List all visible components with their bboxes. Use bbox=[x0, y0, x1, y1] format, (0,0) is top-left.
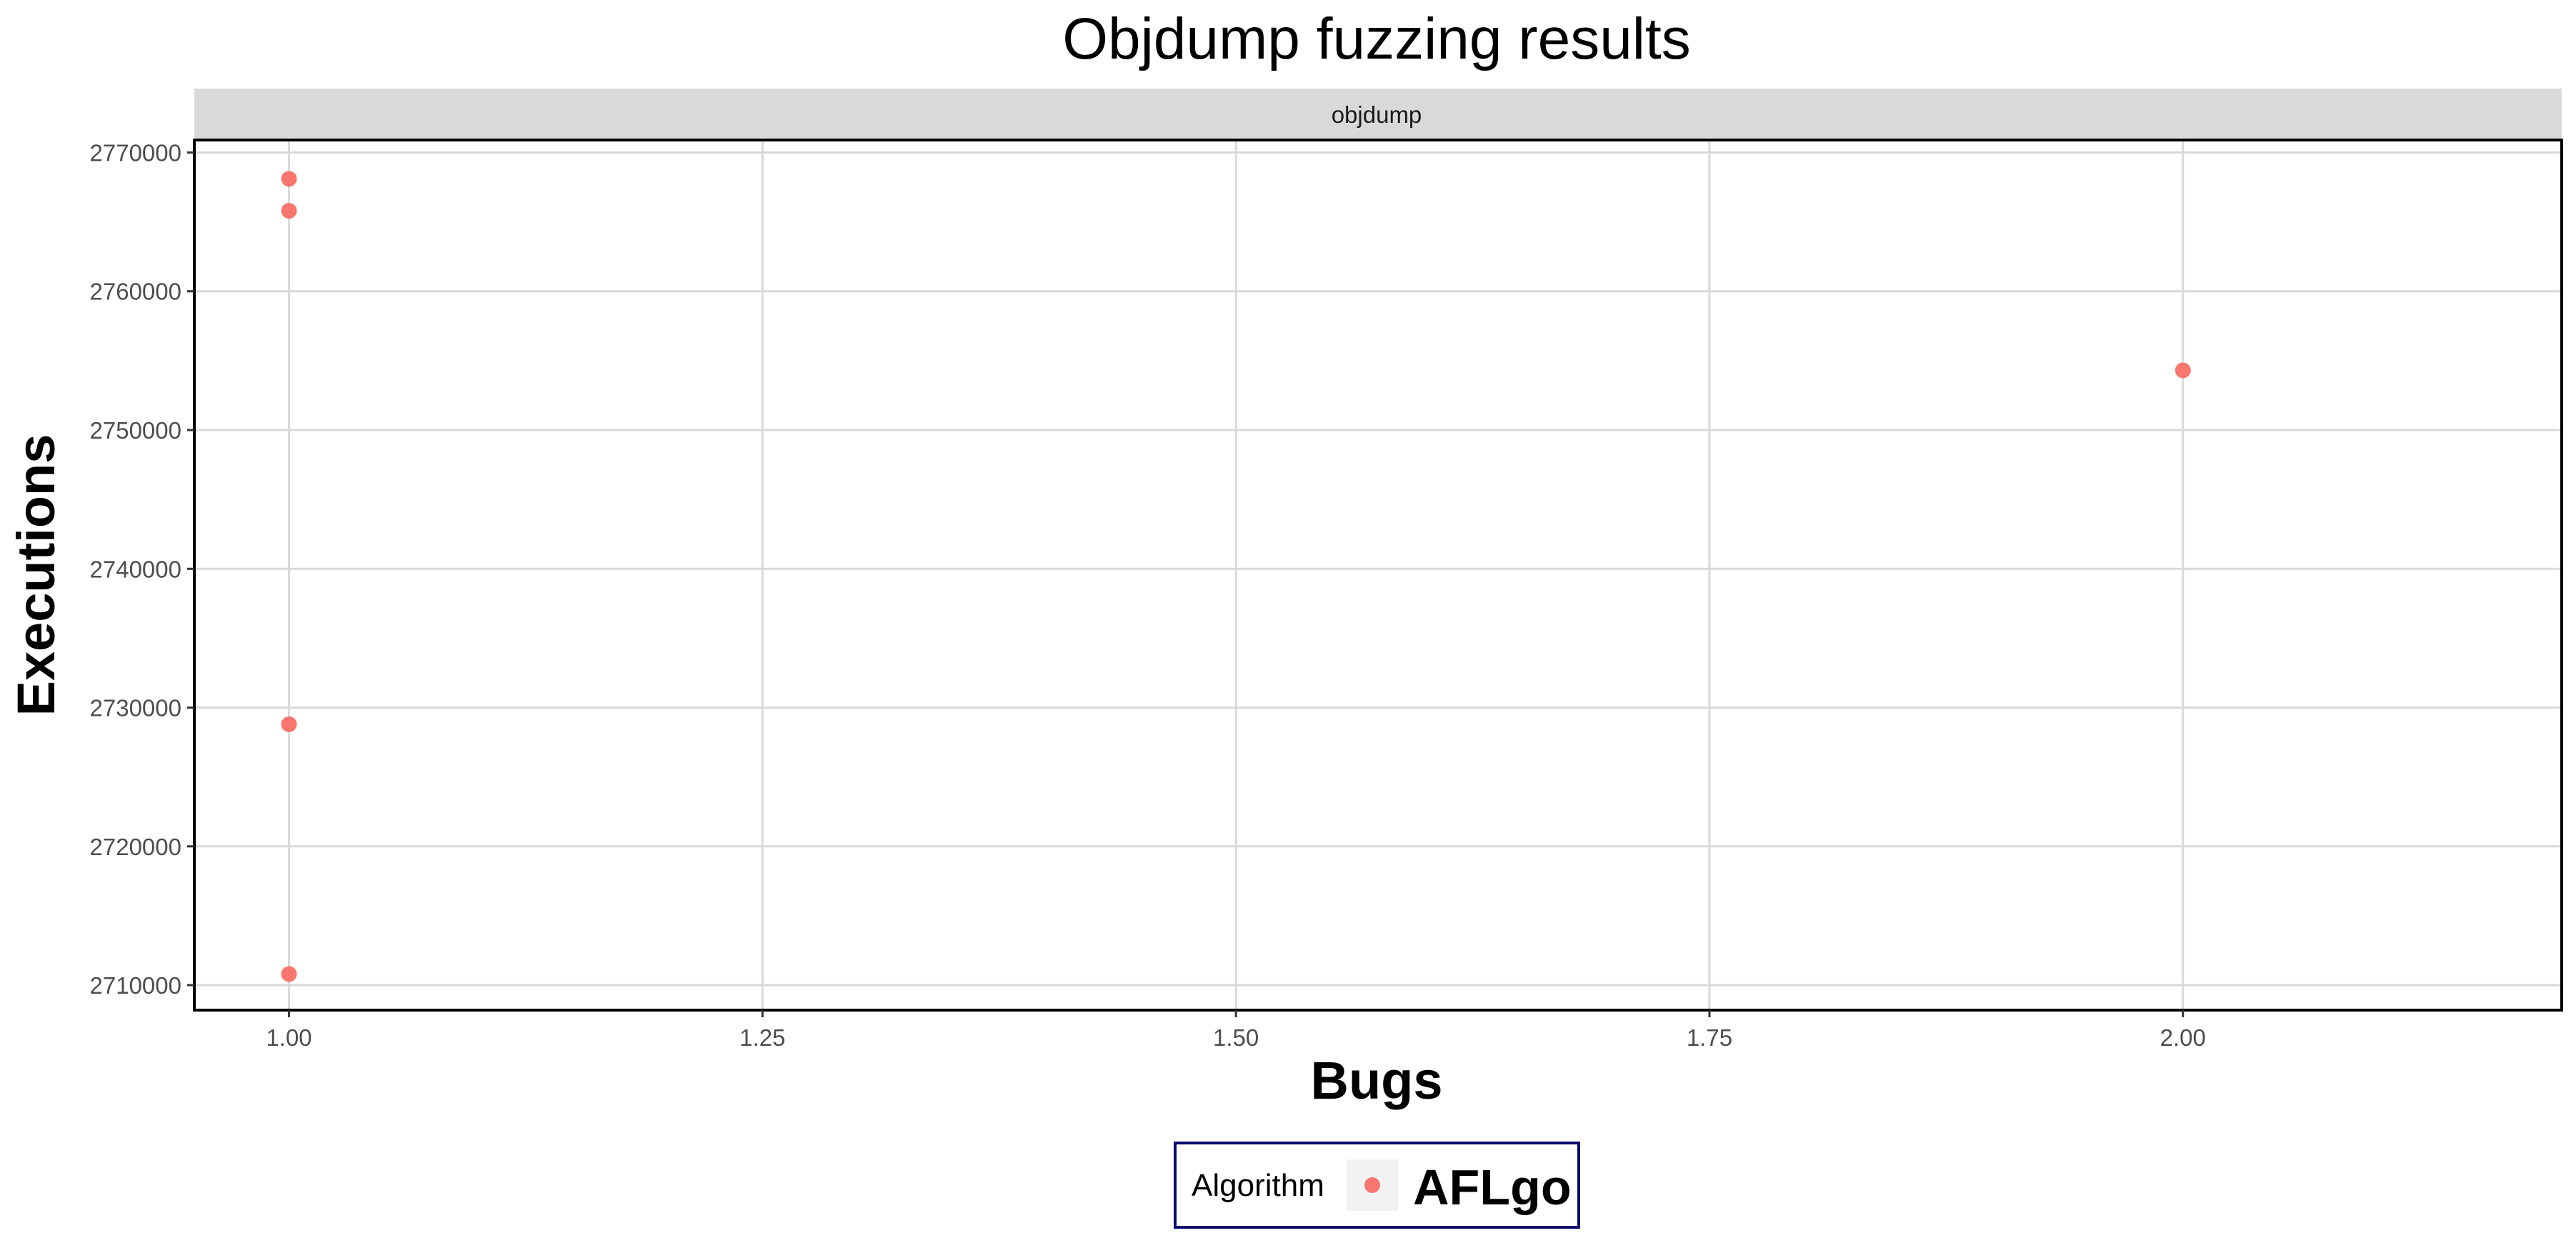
legend: Algorithm AFLgo bbox=[1174, 1142, 1580, 1229]
facet-strip bbox=[194, 89, 2562, 140]
grid-lines bbox=[194, 140, 2562, 1010]
legend-key-point bbox=[1364, 1177, 1380, 1193]
x-tick-label: 1.25 bbox=[739, 1024, 785, 1051]
plot-panel bbox=[194, 140, 2562, 1010]
data-point bbox=[281, 171, 297, 187]
data-point bbox=[281, 203, 297, 219]
y-axis-title: Executions bbox=[6, 434, 66, 717]
x-tick-label: 1.00 bbox=[266, 1024, 311, 1051]
y-tick-label: 2750000 bbox=[90, 417, 181, 444]
panel-border bbox=[193, 139, 2563, 1012]
x-axis-title: Bugs bbox=[1311, 1051, 1443, 1110]
y-axis: 2710000 2720000 2730000 2740000 2750000 27600… bbox=[90, 139, 194, 999]
legend-title: Algorithm bbox=[1192, 1168, 1324, 1203]
data-point bbox=[281, 966, 297, 982]
chart-title: Objdump fuzzing results bbox=[1062, 6, 1691, 71]
facet-strip-label: objdump bbox=[1332, 101, 1422, 128]
data-point bbox=[281, 716, 297, 732]
y-tick-label: 2740000 bbox=[90, 556, 181, 582]
data-point bbox=[2175, 362, 2191, 379]
data-points bbox=[281, 171, 2191, 982]
legend-label-aflgo: AFLgo bbox=[1413, 1159, 1572, 1215]
y-tick-label: 2720000 bbox=[90, 834, 181, 860]
y-tick-label: 2710000 bbox=[90, 972, 181, 999]
x-tick-label: 1.50 bbox=[1213, 1024, 1259, 1051]
y-tick-label: 2730000 bbox=[90, 695, 181, 722]
y-tick-label: 2770000 bbox=[90, 139, 181, 166]
x-axis: 1.00 1.25 1.50 1.75 2.00 bbox=[266, 1010, 2206, 1051]
y-tick-label: 2760000 bbox=[90, 279, 181, 305]
x-tick-label: 1.75 bbox=[1687, 1024, 1732, 1051]
x-tick-label: 2.00 bbox=[2160, 1024, 2206, 1051]
